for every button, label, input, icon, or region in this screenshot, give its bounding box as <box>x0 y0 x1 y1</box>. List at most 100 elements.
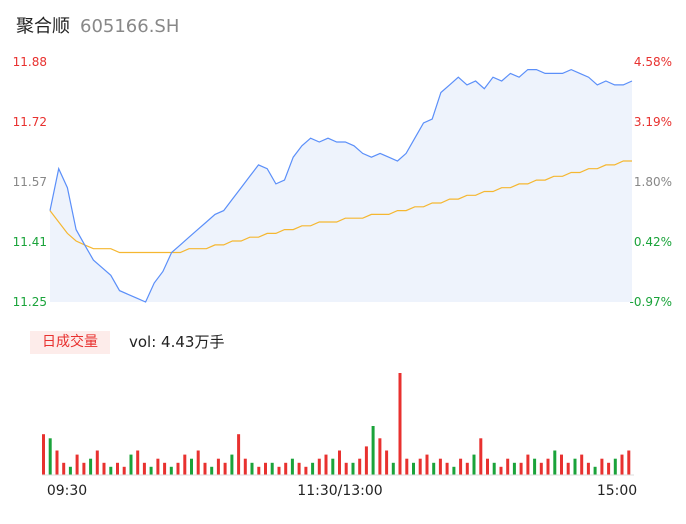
volume-bar <box>95 450 99 475</box>
volume-bar <box>129 454 133 475</box>
volume-bar <box>116 462 119 475</box>
volume-bar <box>364 446 368 475</box>
volume-bar <box>627 450 631 475</box>
volume-bar <box>459 458 463 475</box>
volume-bar <box>270 462 274 475</box>
volume-bar <box>472 454 476 475</box>
pct-tick-label: 4.58% <box>634 55 672 69</box>
price-tick-label: 11.25 <box>13 295 47 309</box>
volume-bar <box>82 462 86 475</box>
time-tick-label: 15:00 <box>597 483 637 499</box>
volume-bar <box>452 466 456 475</box>
volume-bar <box>290 458 294 475</box>
volume-bar <box>479 438 483 475</box>
volume-bar <box>75 454 79 475</box>
volume-bar <box>351 462 355 475</box>
volume-bar <box>122 466 126 475</box>
price-tick-label: 11.88 <box>13 55 47 69</box>
volume-bar <box>512 462 516 475</box>
volume-bar <box>250 462 254 475</box>
volume-bar <box>230 454 234 475</box>
volume-bar <box>311 462 315 475</box>
price-tick-label: 11.41 <box>13 235 47 249</box>
volume-bar <box>55 450 59 475</box>
avg-line <box>49 160 632 254</box>
volume-bar <box>371 426 375 475</box>
volume-tag: 日成交量 <box>30 331 110 354</box>
volume-bar <box>405 458 409 475</box>
price-tick-label: 11.72 <box>13 115 47 129</box>
volume-bar <box>284 462 288 475</box>
volume-bar <box>519 462 523 475</box>
pct-tick-label: 0.42% <box>634 235 672 249</box>
volume-bar <box>425 454 429 475</box>
volume-bar <box>526 454 530 475</box>
volume-bar <box>465 462 469 475</box>
volume-bar <box>546 458 550 475</box>
price-line <box>49 68 633 303</box>
volume-bar <box>438 458 442 475</box>
volume-bar <box>210 466 214 475</box>
volume-bar <box>243 458 247 475</box>
price-tick-label: 11.57 <box>13 175 47 189</box>
volume-bar <box>304 466 308 475</box>
volume-bar <box>620 454 624 475</box>
volume-bar <box>42 434 45 475</box>
volume-bar <box>506 458 510 475</box>
volume-bar <box>385 450 389 475</box>
volume-text: vol: 4.43万手 <box>129 333 225 351</box>
volume-bar <box>264 462 267 475</box>
volume-bar <box>109 466 113 475</box>
volume-bar <box>203 462 207 475</box>
volume-bar <box>398 373 402 475</box>
volume-bar <box>338 450 341 475</box>
volume-bar <box>412 462 415 475</box>
volume-bar <box>149 466 153 475</box>
stock-name: 聚合顺 <box>16 16 70 37</box>
volume-bar <box>492 462 496 475</box>
volume-bar <box>62 462 66 475</box>
stock-title: 聚合顺 605166.SH <box>16 12 179 38</box>
pct-tick-label: 3.19% <box>634 115 672 129</box>
volume-bar <box>169 466 173 475</box>
volume-bar <box>486 458 489 475</box>
volume-bar <box>358 458 362 475</box>
volume-bar <box>142 462 146 475</box>
volume-bar <box>378 438 382 475</box>
volume-bar <box>216 458 220 475</box>
volume-bar <box>600 458 604 475</box>
volume-bar <box>580 454 584 475</box>
volume-bar <box>317 458 321 475</box>
time-tick-label: 09:30 <box>47 483 87 499</box>
volume-bar <box>237 434 241 475</box>
volume-bar <box>68 466 72 475</box>
volume-bar <box>196 450 200 475</box>
volume-bar <box>391 462 395 475</box>
volume-bar <box>277 466 281 475</box>
volume-bar <box>223 462 227 475</box>
volume-bar <box>418 458 422 475</box>
volume-bar <box>163 462 167 475</box>
volume-bar <box>593 466 597 475</box>
volume-bar <box>613 458 617 475</box>
volume-bar <box>176 462 180 475</box>
volume-bar <box>89 458 93 475</box>
time-tick-label: 11:30/13:00 <box>297 483 382 499</box>
pct-tick-label: -0.97% <box>630 295 672 309</box>
volume-bar <box>553 450 557 475</box>
price-area <box>50 69 632 302</box>
volume-bar <box>445 462 449 475</box>
volume-bar <box>183 454 187 475</box>
volume-bar <box>297 462 301 475</box>
volume-bar <box>432 462 436 475</box>
stock-code: 605166.SH <box>80 16 180 37</box>
volume-bar <box>324 454 328 475</box>
volume-bar <box>102 462 106 475</box>
volume-bar <box>499 466 503 475</box>
volume-bar <box>344 462 348 475</box>
volume-bar <box>331 458 335 475</box>
volume-bar <box>156 458 160 475</box>
volume-bar <box>539 462 543 475</box>
volume-bar <box>533 458 537 475</box>
